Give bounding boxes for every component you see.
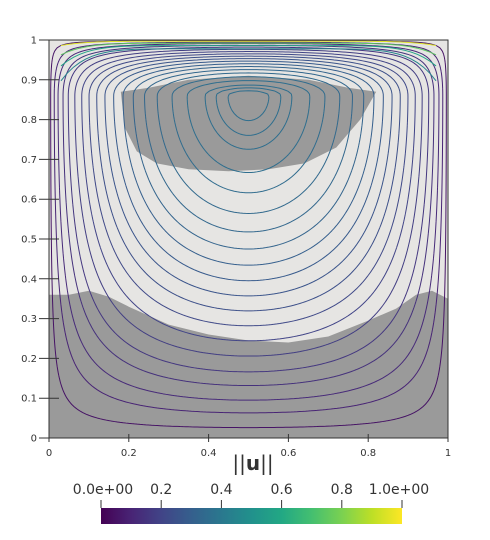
y-tick-label: 0.8 <box>21 115 37 126</box>
shaded-region-layer <box>49 75 448 438</box>
y-tick-label: 0.5 <box>21 235 37 246</box>
streamline-11 <box>113 60 384 282</box>
colorbar-ticks <box>100 500 403 508</box>
y-tick-label: 0.2 <box>21 354 37 365</box>
lid-streamline-1 <box>60 40 437 47</box>
streamline-5 <box>67 46 430 373</box>
streamline-17 <box>186 80 311 174</box>
x-tick-label: 1 <box>445 448 451 459</box>
streamline-13 <box>132 66 365 250</box>
shaded-upper-region <box>120 75 377 172</box>
streamline-10 <box>104 58 393 297</box>
streamline-15 <box>156 72 341 214</box>
x-tick-label: 0.2 <box>121 448 137 459</box>
streamline-18 <box>204 84 293 150</box>
y-tick-label: 0.3 <box>21 314 37 325</box>
streamline-2 <box>53 41 444 414</box>
streamline-3 <box>57 43 440 401</box>
streamline-16 <box>171 76 326 194</box>
colorbar-tick-label: 0.4 <box>210 482 232 498</box>
streamline-layer <box>50 40 447 429</box>
lid-streamline-3 <box>60 45 437 67</box>
x-tick-label: 0.6 <box>280 448 296 459</box>
y-tick-label: 1 <box>31 36 37 47</box>
lid-streamline-2 <box>60 42 437 56</box>
colorbar: ||u|| 0.0e+00 0.2 0.4 0.6 0.8 1.0e+00 <box>73 451 429 524</box>
vortex-core-ring-2 <box>227 90 270 122</box>
y-tick-label: 0.1 <box>21 394 37 405</box>
streamline-7 <box>81 51 416 342</box>
colorbar-title: ||u|| <box>232 451 273 475</box>
axes-layer: 0 0.2 0.4 0.6 0.8 1 0 0.1 0.2 0.3 0.4 0.5 0.6 0.7 0.8 0… <box>21 36 451 460</box>
y-tick-label: 0.9 <box>21 75 37 86</box>
x-tick-label: 0.4 <box>201 448 217 459</box>
colorbar-tick-label: 0.0e+00 <box>73 482 133 498</box>
x-tick-label: 0.8 <box>360 448 376 459</box>
streamline-12 <box>122 63 375 266</box>
colorbar-gradient <box>101 508 402 524</box>
colorbar-tick-labels: 0.0e+00 0.2 0.4 0.6 0.8 1.0e+00 <box>73 482 429 498</box>
shaded-lower-region <box>49 290 448 438</box>
colorbar-tick-label: 1.0e+00 <box>369 482 429 498</box>
y-tick-label: 0.7 <box>21 155 37 166</box>
streamline-6 <box>74 48 423 357</box>
y-tick-label: 0 <box>31 434 37 445</box>
y-tick-label: 0.6 <box>21 195 37 206</box>
vortex-core-ring-1 <box>215 87 282 136</box>
colorbar-tick-label: 0.8 <box>331 482 353 498</box>
colorbar-tick-label: 0.6 <box>270 482 292 498</box>
y-tick-label: 0.4 <box>21 274 37 285</box>
streamline-14 <box>144 69 353 233</box>
lid-streamline-4 <box>60 48 437 82</box>
streamline-9 <box>96 55 401 312</box>
colorbar-tick-label: 0.2 <box>150 482 172 498</box>
streamline-8 <box>88 53 409 327</box>
x-tick-label: 0 <box>46 448 52 459</box>
plot-area <box>48 39 449 439</box>
